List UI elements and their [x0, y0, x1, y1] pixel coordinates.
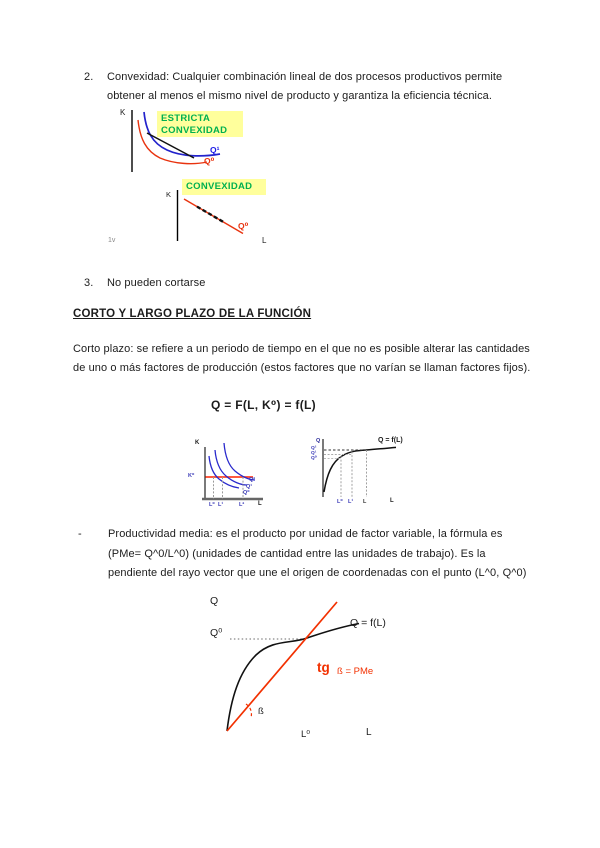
fig2-q0-label: Q⁰	[238, 221, 249, 231]
fig2-isoquant-q0-line	[183, 198, 244, 235]
item3-number: 3.	[84, 277, 94, 289]
fig1-q0-label: Q⁰	[204, 155, 215, 166]
fig3-q2-label: Q²	[249, 477, 256, 483]
item2-line2: obtener al menos el mismo nivel de produ…	[107, 90, 493, 102]
fig4-q-axis-label: Q	[316, 437, 321, 444]
fig3-l0-label: L⁰	[209, 501, 215, 508]
fig3-q0-label: Q⁰	[243, 489, 250, 496]
fig2-title: CONVEXIDAD	[186, 181, 253, 192]
fig3-q1-label: Q¹	[246, 483, 253, 490]
fig4-q2-label: Q²	[311, 446, 317, 451]
fig3-k0-label: K⁰	[188, 472, 195, 479]
fig2-k-axis-label: K	[166, 189, 172, 199]
fig4-l0-label: L⁰	[337, 499, 343, 505]
fig1-title-line2: CONVEXIDAD	[161, 124, 228, 136]
fig4-l2-label: L	[363, 499, 367, 505]
corto-line2: de uno o más factores de producción (est…	[73, 362, 531, 374]
fig4-l1-label: L¹	[348, 499, 354, 505]
bullet-line3: pendiente del rayo vector que une el ori…	[108, 566, 527, 579]
fig5-beta-angle-label: ß	[258, 706, 264, 717]
item2-number: 2.	[84, 70, 94, 83]
fig3-l-axis-label: L	[258, 500, 262, 507]
item2-line1: Convexidad: Cualquier combinación lineal…	[107, 70, 503, 83]
fig5-q-axis-label: Q	[210, 595, 219, 607]
fig4-function-label: Q = f(L)	[378, 437, 403, 444]
fig4-q1-label: Q¹	[311, 451, 317, 456]
corto-line1: Corto plazo: se refiere a un periodo de …	[73, 342, 530, 355]
fig3-l1-label: L¹	[218, 501, 224, 508]
fig2-chord-dashes	[196, 205, 225, 224]
fig1-title-line1: ESTRICTA	[161, 113, 211, 124]
bullet-line2: (PMe= Q^0/L^0) (unidades de cantidad ent…	[108, 547, 486, 560]
fig3-isoquant-q1	[214, 449, 248, 486]
fig-isoquants-fixed-k	[202, 442, 263, 501]
fig4-l-axis-label: L	[390, 498, 394, 504]
bullet-line1: Productividad media: es el producto por …	[108, 527, 503, 540]
fig2-l-axis-label: L	[262, 236, 267, 245]
bullet-marker: -	[78, 527, 82, 540]
stray-mark: 1v	[108, 236, 116, 244]
fig5-beta-angle-arc	[245, 703, 253, 719]
fig-convexidad	[176, 190, 244, 241]
fig5-q0-label: Q⁰	[210, 627, 223, 639]
item3-text: No pueden cortarse	[107, 277, 206, 289]
fig1-k-axis-label: K	[120, 108, 126, 117]
fig3-l2-label: L²	[239, 501, 245, 508]
short-run-formula: Q = F(L, K⁰) = f(L)	[211, 398, 316, 412]
fig1-title: ESTRICTA CONVEXIDAD	[161, 113, 227, 136]
fig5-l0-label: L⁰	[301, 729, 311, 740]
fig-production-function	[322, 439, 397, 497]
section-heading: CORTO Y LARGO PLAZO DE LA FUNCIÓN	[73, 308, 312, 320]
fig5-l-axis-label: L	[366, 726, 372, 738]
fig4-production-curve	[323, 446, 397, 493]
highlight-convexidad	[182, 179, 266, 195]
fig4-q0-label: Q⁰	[311, 456, 317, 461]
fig3-isoquant-q0	[208, 455, 240, 489]
fig3-isoquant-q2	[223, 442, 256, 481]
fig5-function-label: Q = f(L)	[350, 617, 386, 629]
fig5-beta-equation-label: ß = PMe	[337, 665, 374, 677]
fig3-k-axis-label: K	[195, 440, 200, 446]
fig1-q1-label: Q¹	[210, 145, 220, 155]
fig5-tg-label: tg	[317, 660, 330, 675]
